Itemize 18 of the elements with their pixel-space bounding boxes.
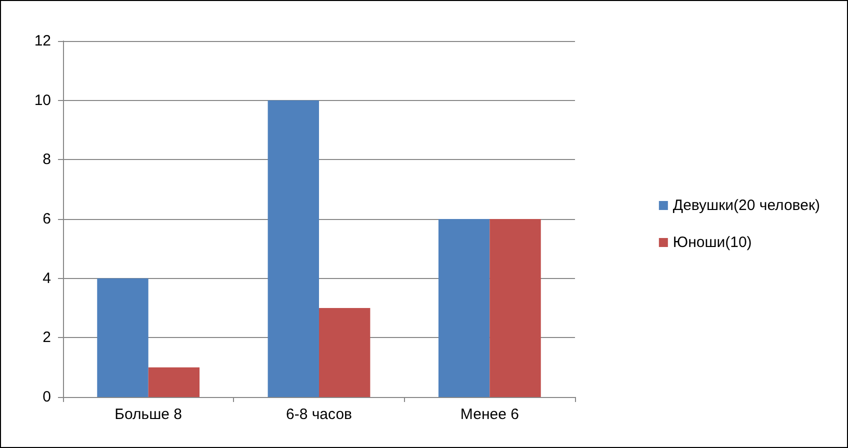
bar [97, 278, 148, 397]
y-tick-label: 0 [42, 388, 51, 406]
bar [490, 219, 541, 397]
y-tick-label: 6 [42, 210, 51, 228]
legend-label: Юноши(10) [672, 234, 752, 251]
x-tick-label: Менее 6 [460, 406, 519, 423]
y-tick-label: 12 [34, 32, 51, 50]
x-tick-label: Больше 8 [114, 406, 182, 423]
bar [268, 100, 319, 397]
y-tick-label: 4 [42, 270, 51, 287]
bar [148, 367, 200, 397]
y-tick-label: 10 [34, 92, 51, 109]
legend-label: Девушки(20 человек) [672, 197, 820, 214]
y-tick-label: 8 [42, 151, 51, 168]
bar [319, 308, 370, 397]
y-tick-label: 2 [42, 329, 51, 346]
x-tick-label: 6-8 часов [286, 406, 352, 423]
bar [438, 219, 490, 397]
